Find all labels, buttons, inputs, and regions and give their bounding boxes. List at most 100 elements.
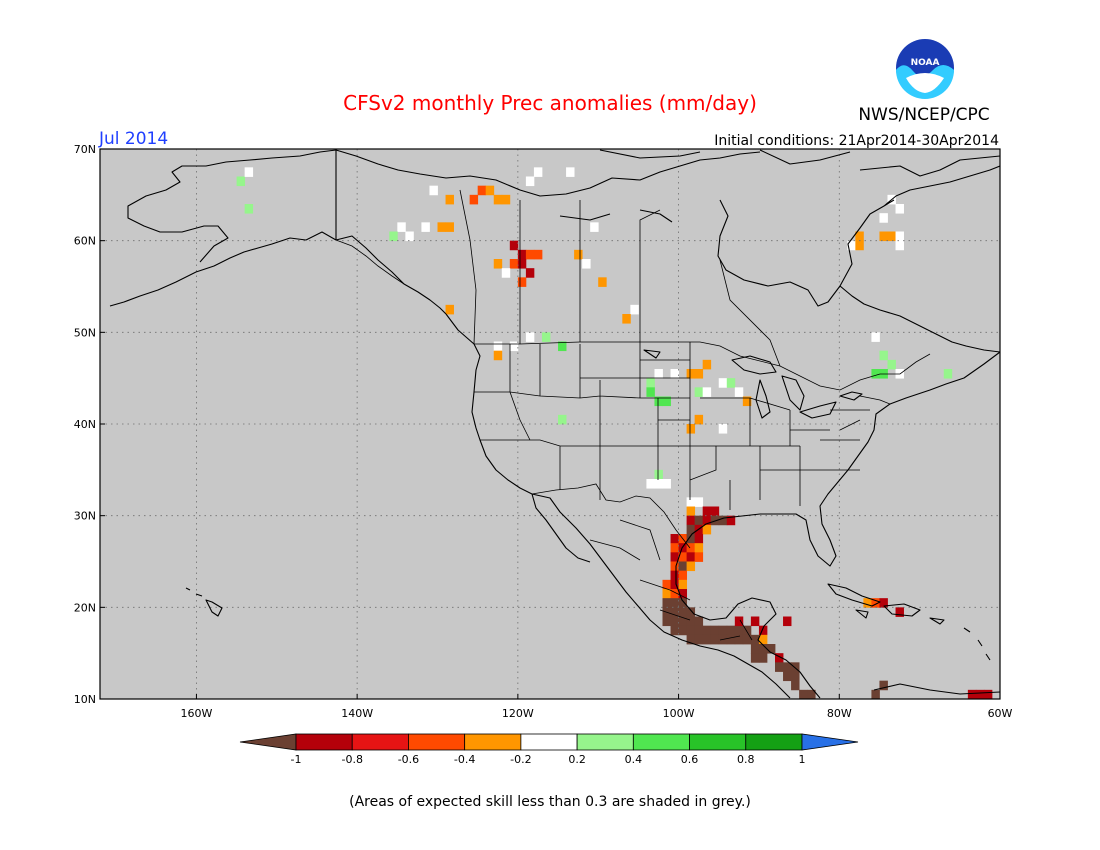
legend-swatch <box>464 733 522 751</box>
anomaly-cell <box>469 194 479 205</box>
anomaly-cell <box>879 231 888 242</box>
anomaly-cell <box>799 689 808 699</box>
anomaly-cell <box>750 616 760 627</box>
anomaly-cell <box>662 616 671 627</box>
initial-conditions-label: Initial conditions: 21Apr2014-30Apr2014 <box>714 133 999 149</box>
anomaly-cell <box>879 350 888 361</box>
anomaly-cell <box>678 625 688 636</box>
anomaly-cell <box>742 625 752 636</box>
legend-tick-label: 0.6 <box>681 753 699 766</box>
legend-tick-label: 0.4 <box>625 753 643 766</box>
legend-tick-label: 1 <box>799 753 806 766</box>
anomaly-cell <box>758 625 768 636</box>
anomaly-cell <box>244 167 254 177</box>
anomaly-cell <box>670 534 679 544</box>
canada-coast <box>335 149 1000 353</box>
anomaly-cell <box>686 625 696 636</box>
anomaly-cell <box>654 469 663 480</box>
legend-swatch-below <box>239 733 297 751</box>
political-boundaries <box>335 189 931 641</box>
hawaii-islands <box>185 587 223 617</box>
legend-swatch <box>408 733 466 751</box>
anomaly-cell <box>533 167 543 177</box>
anomaly-cell <box>574 249 583 260</box>
anomaly-cell <box>791 662 800 672</box>
anomaly-cell <box>895 240 904 251</box>
anomaly-cell <box>525 176 535 187</box>
anomaly-cell <box>445 304 454 315</box>
lon-tick-label: 160W <box>180 707 212 720</box>
anomaly-cell <box>726 515 736 526</box>
anomaly-cell <box>662 479 671 489</box>
anomaly-cell <box>694 552 704 562</box>
anomaly-cell <box>702 506 712 517</box>
anomaly-cell <box>726 625 736 636</box>
figure-title: CFSv2 monthly Prec anomalies (mm/day) <box>343 91 757 115</box>
lat-tick-label: 50N <box>74 326 96 339</box>
anomaly-cell <box>517 277 527 287</box>
anomaly-cell <box>863 598 872 608</box>
anomaly-cell <box>710 634 720 645</box>
anomaly-cell <box>783 662 792 672</box>
anomaly-cell <box>871 332 880 342</box>
anomaly-cell <box>670 598 679 608</box>
anomaly-cell <box>686 634 696 645</box>
anomaly-cell <box>734 625 744 636</box>
anomaly-cell <box>590 222 599 232</box>
anomaly-cell <box>879 213 888 223</box>
anomaly-cell <box>622 314 631 324</box>
anomaly-cell <box>670 607 679 617</box>
noaa-logo: NOAA <box>896 39 954 99</box>
anomaly-cell <box>670 369 679 379</box>
anomaly-cell <box>758 634 768 645</box>
anomaly-cell <box>678 579 688 590</box>
anomaly-cell <box>525 249 535 260</box>
anomaly-cell <box>807 689 816 699</box>
anomaly-cell <box>686 561 696 572</box>
anomaly-cell <box>895 231 904 242</box>
anomaly-cell <box>702 524 712 535</box>
anomaly-cell <box>517 259 527 269</box>
anomaly-cell <box>758 653 768 663</box>
anomaly-cell <box>662 598 671 608</box>
anomaly-cell <box>558 341 567 352</box>
anomaly-cell <box>662 579 671 590</box>
coastlines <box>109 149 1000 699</box>
anomaly-cell <box>646 387 655 397</box>
anomaly-cell <box>750 634 760 645</box>
anomaly-cell <box>501 194 511 205</box>
anomaly-cell <box>702 387 712 397</box>
anomaly-cell <box>429 185 438 196</box>
anomaly-cell <box>694 369 704 379</box>
anomaly-cell <box>582 259 591 269</box>
anomaly-cell <box>389 231 398 242</box>
alaska-canada-border <box>335 239 405 285</box>
anomaly-cell <box>670 561 679 572</box>
great-lakes <box>643 349 863 419</box>
anomaly-cell <box>718 515 728 526</box>
mexico-state-lines <box>589 519 753 641</box>
anomaly-cell <box>758 644 768 654</box>
anomaly-cell <box>775 653 784 663</box>
anomaly-cell <box>670 543 679 553</box>
anomaly-cell <box>791 671 800 682</box>
anomaly-cell <box>405 231 414 242</box>
lon-tick-label: 140W <box>341 707 373 720</box>
anomaly-cell <box>694 414 704 425</box>
anomaly-cell <box>493 350 503 361</box>
lat-tick-label: 60N <box>74 235 96 248</box>
anomaly-cell <box>670 552 679 562</box>
legend-tick-label: 0.2 <box>568 753 586 766</box>
anomaly-cell <box>670 579 679 590</box>
legend-swatch <box>745 733 803 751</box>
anomaly-cell <box>887 359 896 370</box>
anomaly-cell <box>445 222 454 232</box>
anomaly-cell <box>493 259 503 269</box>
color-legend: -1 -0.8 -0.6 -0.4 -0.2 0.2 0.4 0.6 0.8 1 <box>239 733 859 766</box>
anomaly-cell <box>967 689 977 699</box>
anomaly-cell <box>718 424 728 434</box>
anomaly-cell <box>630 304 639 315</box>
anomaly-cell <box>493 194 503 205</box>
anomaly-cell <box>646 378 655 388</box>
caribbean-islands <box>827 583 1000 695</box>
